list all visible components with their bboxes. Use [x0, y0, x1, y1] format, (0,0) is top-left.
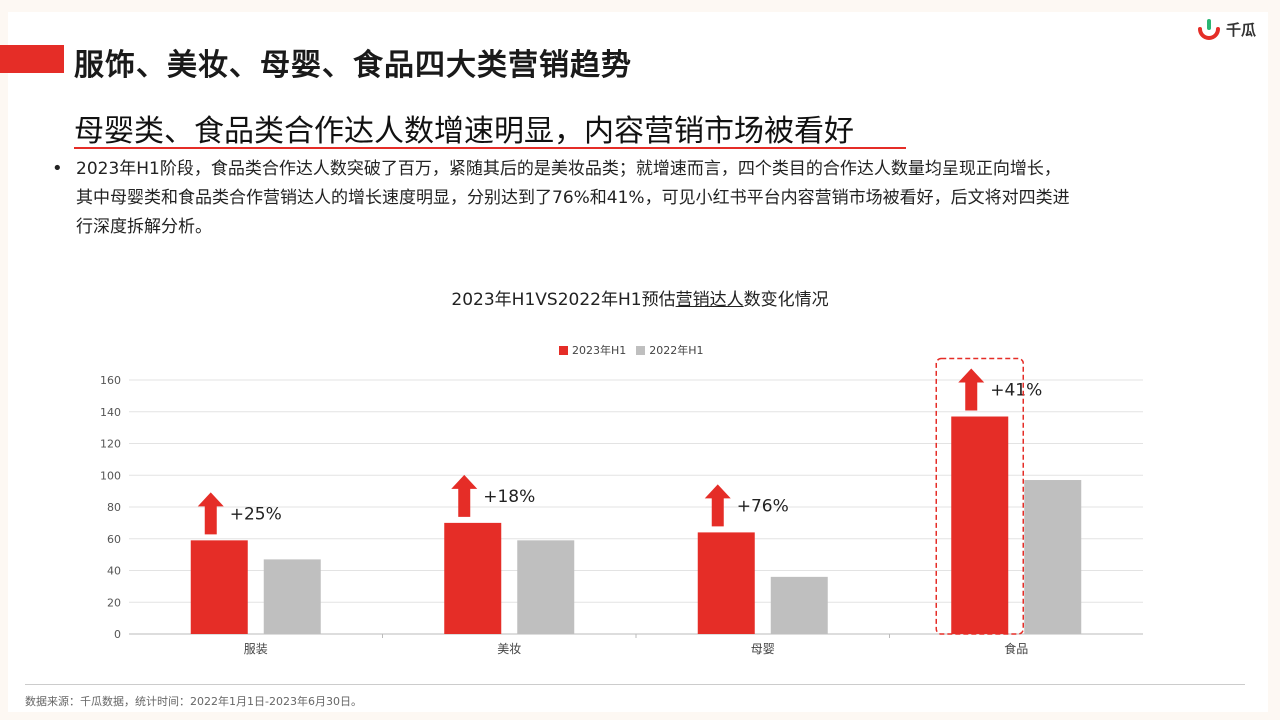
- section-subtitle: 母婴类、食品类合作达人数增速明显，内容营销市场被看好: [74, 114, 854, 149]
- bullet-line: 2023年H1阶段，食品类合作达人数突破了百万，紧随其后的是美妆品类；就增速而言…: [76, 159, 1061, 179]
- bullet-line: 其中母婴类和食品类合作营销达人的增长速度明显，分别达到了76%和41%，可见小红…: [76, 188, 1070, 208]
- bar-2023: [697, 532, 755, 634]
- y-tick-label: 20: [107, 596, 121, 609]
- bullet-line: 行深度拆解分析。: [76, 217, 212, 237]
- bar-2023: [190, 540, 248, 634]
- page-title: 服饰、美妆、母婴、食品四大类营销趋势: [74, 48, 632, 83]
- highlight-box: [935, 357, 1024, 635]
- chart-title-part: 2023年H1VS2022年H1预估: [451, 290, 676, 310]
- bullet-paragraph: 2023年H1阶段，食品类合作达人数突破了百万，紧随其后的是美妆品类；就增速而言…: [76, 155, 1176, 242]
- footer-divider: [25, 684, 1245, 685]
- y-tick-label: 120: [100, 438, 121, 451]
- bar-2023: [951, 416, 1009, 634]
- y-tick-label: 40: [107, 565, 121, 578]
- y-tick-label: 140: [100, 406, 121, 419]
- legend-swatch-2022: [636, 345, 646, 355]
- x-tick-label: 母婴: [751, 642, 775, 656]
- x-tick-label: 美妆: [497, 642, 521, 656]
- growth-label: +76%: [737, 496, 789, 516]
- bar-2022: [517, 540, 575, 634]
- bar-2022: [263, 559, 321, 634]
- legend-label-2022: 2022年H1: [649, 344, 704, 357]
- y-tick-label: 100: [100, 469, 121, 482]
- bar-2022: [1024, 480, 1082, 634]
- bullet-marker: •: [52, 158, 63, 179]
- growth-label: +41%: [990, 381, 1042, 401]
- chart-title-underlined: 营销达人: [675, 290, 744, 310]
- x-tick-label: 食品: [1004, 641, 1028, 656]
- legend-label-2023: 2023年H1: [572, 344, 627, 357]
- chart-title-part: 数变化情况: [743, 290, 829, 310]
- growth-arrow-icon: [958, 368, 985, 411]
- bar-2022: [770, 576, 828, 634]
- qiangua-logo-icon: [1197, 19, 1220, 40]
- x-tick-label: 服装: [244, 642, 268, 656]
- subtitle-underline: [74, 147, 906, 149]
- bar-2023: [444, 522, 502, 634]
- brand-logo: 千瓜: [1196, 16, 1256, 42]
- y-tick-label: 60: [107, 533, 121, 546]
- y-tick-label: 160: [100, 374, 121, 387]
- growth-label: +25%: [230, 504, 282, 524]
- growth-arrow-icon: [704, 484, 731, 527]
- title-accent-bar: [0, 45, 64, 73]
- chart-title: 2023年H1VS2022年H1预估营销达人数变化情况: [0, 285, 1280, 310]
- chart-legend: 2023年H1 2022年H1: [559, 342, 704, 358]
- legend-swatch-2023: [559, 345, 568, 355]
- y-tick-label: 0: [114, 628, 121, 641]
- footer-source: 数据来源：千瓜数据，统计时间：2022年1月1日-2023年6月30日。: [25, 695, 362, 708]
- logo-text: 千瓜: [1225, 20, 1256, 39]
- growth-arrow-icon: [451, 474, 478, 517]
- y-tick-label: 80: [107, 501, 121, 514]
- growth-arrow-icon: [197, 492, 224, 535]
- growth-label: +18%: [483, 487, 535, 507]
